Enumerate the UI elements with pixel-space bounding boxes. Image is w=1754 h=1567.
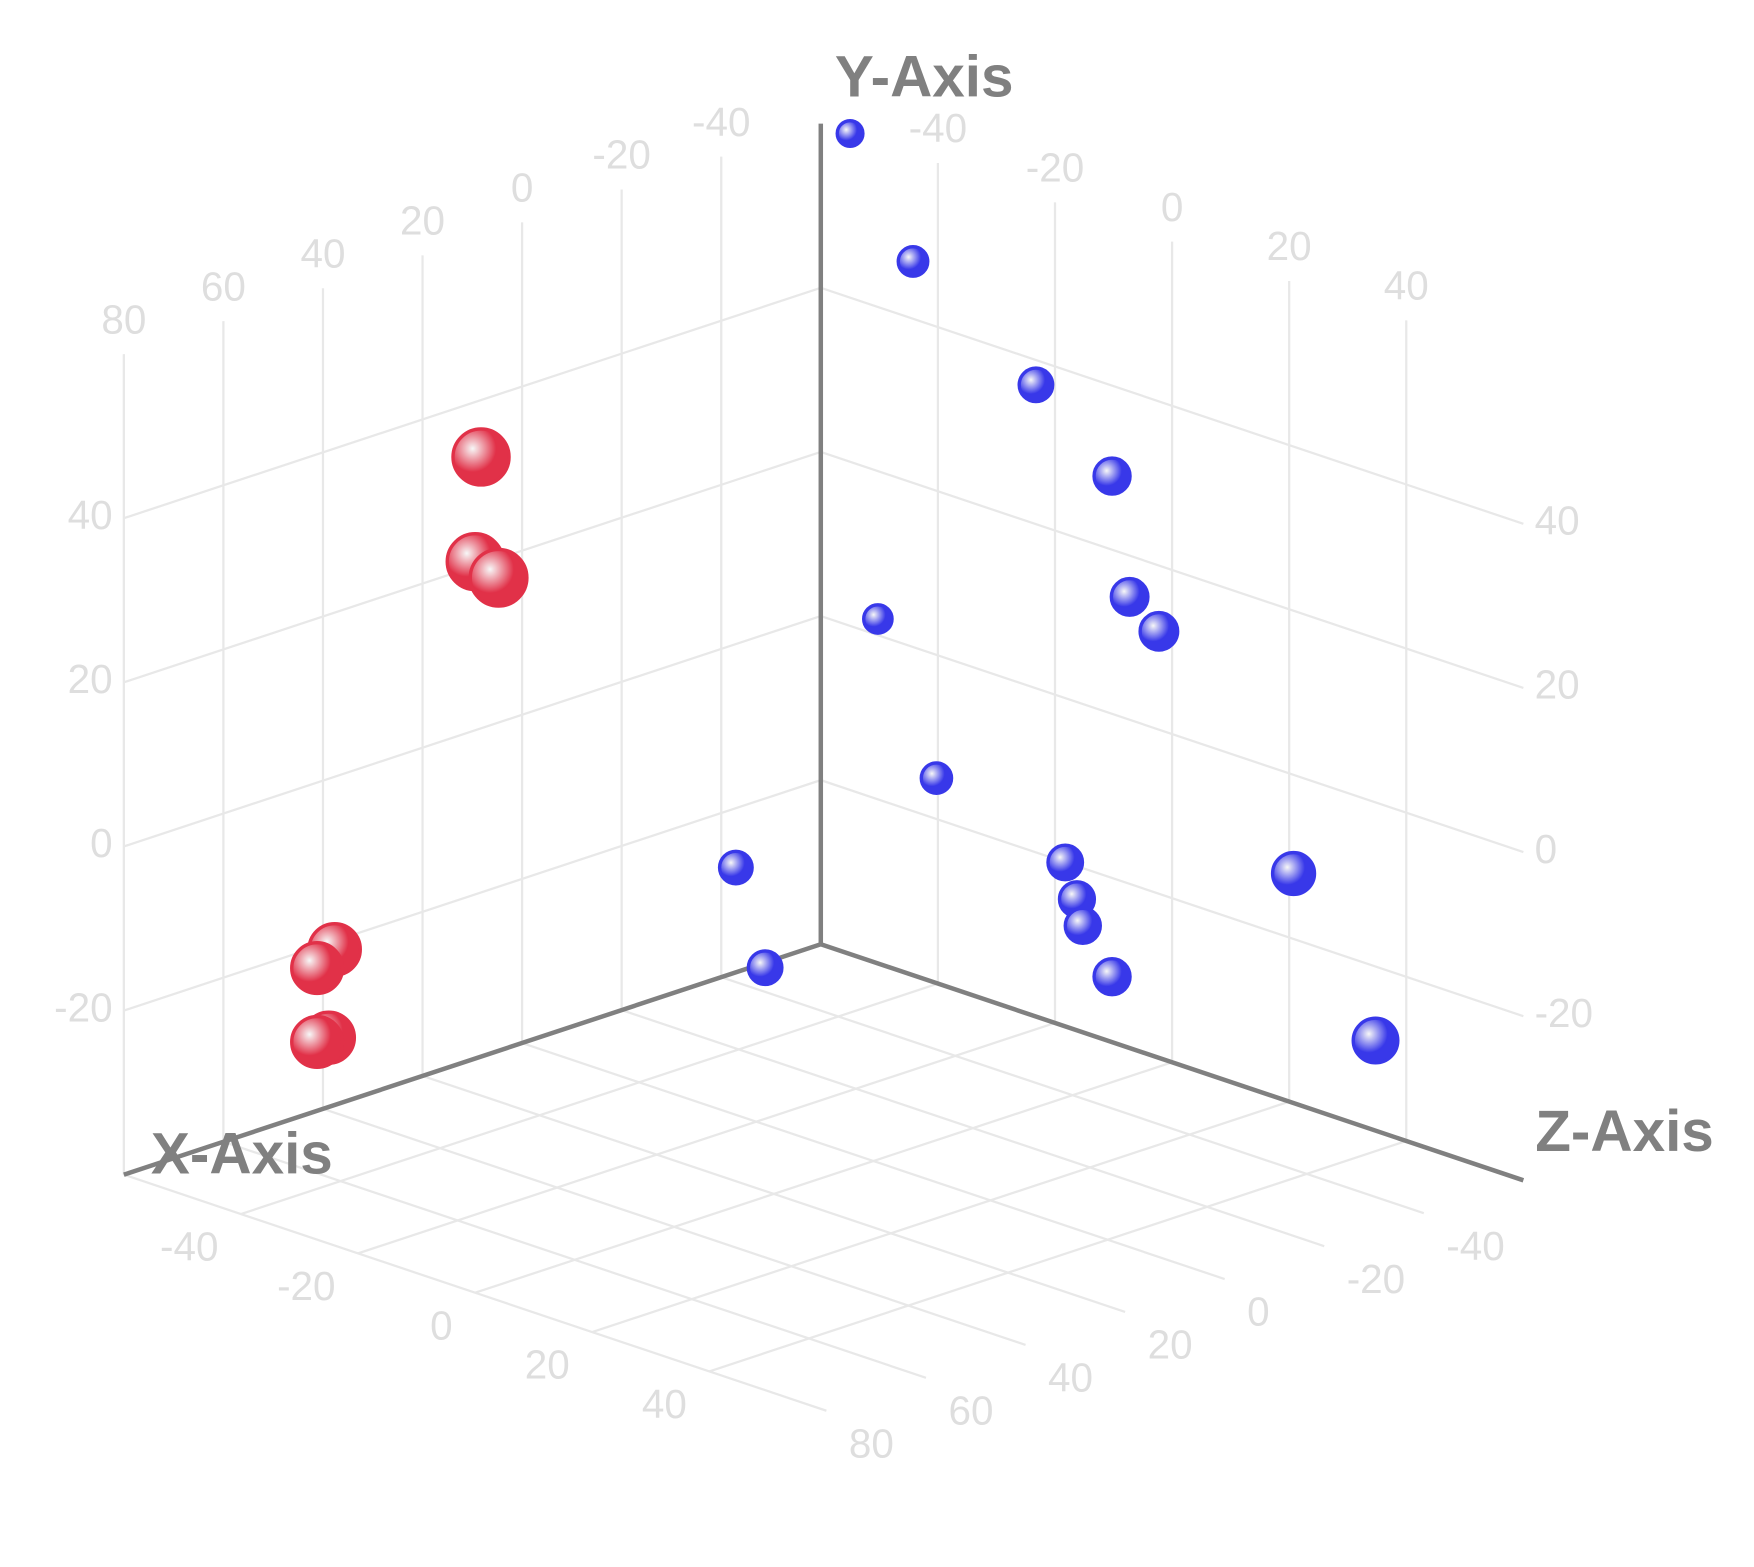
y-grid-left-wall [123, 779, 822, 1012]
x-axis-line [123, 942, 822, 1177]
x-tick-label-top: 60 [201, 263, 246, 309]
z-axis-line [820, 942, 1525, 1183]
z-grid-floor [357, 1021, 1056, 1255]
z-grid-floor [474, 1061, 1173, 1294]
points [290, 118, 1400, 1069]
y-tick-label-left: 0 [90, 820, 113, 866]
z-axis-title: Z-Axis [1535, 1099, 1714, 1164]
z-grid-floor [240, 982, 939, 1216]
point [1109, 576, 1150, 617]
z-tick-label-floor: 20 [525, 1342, 570, 1388]
point [1046, 843, 1085, 882]
x-tick-label-top: 40 [300, 230, 345, 276]
y-tick-label-left: 40 [68, 492, 113, 538]
y-axis-title: Y-Axis [835, 44, 1014, 109]
y-tick-label-right: -20 [1535, 990, 1593, 1036]
z-tick-label-top: -20 [1026, 145, 1084, 191]
z-grid-floor [708, 1139, 1407, 1373]
z-tick-label-floor: -40 [160, 1224, 218, 1270]
x-tick-label-floor: 60 [948, 1387, 993, 1433]
y-tick-label-right: 40 [1535, 498, 1580, 544]
point [1063, 906, 1102, 945]
x-tick-label-floor: 80 [849, 1420, 894, 1466]
y-tick-label-right: 0 [1535, 826, 1558, 872]
axes [123, 123, 1525, 1183]
x-tick-label-floor: 40 [1048, 1355, 1093, 1401]
point [1270, 850, 1317, 897]
z-tick-label-top: 0 [1161, 184, 1184, 230]
x-tick-label-top: 20 [400, 198, 445, 244]
point [1138, 610, 1180, 652]
y-grid-left-wall [123, 286, 822, 520]
tick-labels: -40 -40 -20 -20 0 0 20 20 40 40 60 60 80 80 -20 -20 0 0 20… [54, 99, 1593, 1467]
z-tick-label-top: 20 [1267, 223, 1312, 269]
x-tick-label-top: -40 [692, 99, 750, 145]
x-tick-label-floor: -20 [1347, 1256, 1405, 1302]
y-grid-left-wall [123, 614, 822, 848]
z-tick-label-top: -40 [909, 105, 967, 151]
x-tick-label-top: -20 [592, 132, 650, 178]
point [1017, 366, 1055, 404]
z-grid-floor [591, 1100, 1290, 1334]
z-tick-label-floor: 0 [430, 1302, 453, 1348]
y-tick-label-left: -20 [54, 984, 112, 1030]
z-tick-label-top: 40 [1384, 263, 1429, 309]
x-axis-title: X-Axis [151, 1121, 333, 1186]
point [290, 1014, 345, 1069]
point [451, 427, 511, 487]
point [919, 761, 954, 795]
grid [122, 156, 1524, 1412]
point [746, 949, 784, 987]
point [717, 849, 754, 886]
y-tick-label-right: 20 [1535, 662, 1580, 708]
point [1092, 456, 1132, 496]
point [896, 245, 930, 278]
x-tick-label-top: 0 [511, 165, 534, 211]
z-tick-label-floor: 40 [642, 1381, 687, 1427]
x-tick-label-floor: 0 [1247, 1289, 1270, 1335]
x-tick-label-floor: -40 [1446, 1223, 1504, 1269]
x-tick-label-top: 80 [101, 296, 146, 342]
z-tick-label-floor: -20 [277, 1263, 335, 1309]
point [862, 603, 894, 635]
point [290, 941, 345, 996]
point [468, 547, 529, 608]
point [835, 118, 865, 149]
x-tick-label-floor: 20 [1148, 1322, 1193, 1368]
y-tick-label-left: 20 [68, 656, 113, 702]
point [1092, 956, 1132, 997]
point [1351, 1016, 1400, 1065]
